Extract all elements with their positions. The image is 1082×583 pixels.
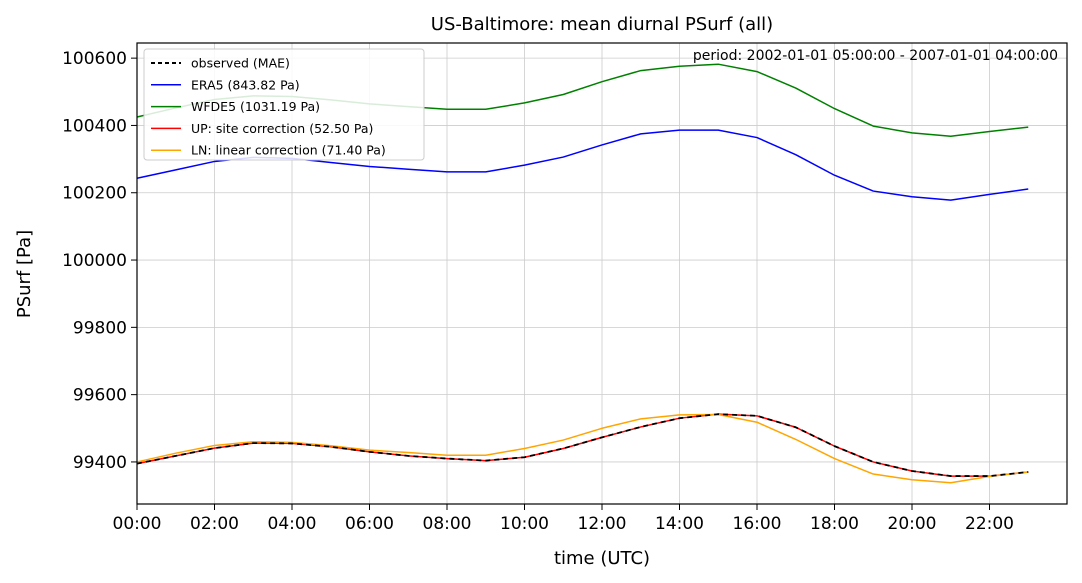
x-tick-label: 12:00 [578,514,627,534]
x-tick-label: 00:00 [113,514,162,534]
legend-entry-label: ERA5 (843.82 Pa) [191,77,300,92]
x-tick-label: 08:00 [423,514,472,534]
legend-entry-label: UP: site correction (52.50 Pa) [191,121,373,136]
y-tick-label: 99600 [73,386,127,406]
series-line-3 [136,413,1029,484]
x-tick-label: 06:00 [345,514,394,534]
y-tick-label: 99400 [73,453,127,473]
y-tick-label: 100600 [62,49,127,69]
x-tick-label: 22:00 [965,514,1014,534]
x-tick-label: 20:00 [888,514,937,534]
period-annotation: period: 2002-01-01 05:00:00 - 2007-01-01… [693,48,1058,64]
legend-entry-label: observed (MAE) [191,56,290,71]
legend-entry-label: WFDE5 (1031.19 Pa) [191,99,320,114]
y-tick-label: 100200 [62,184,127,204]
x-tick-label: 04:00 [268,514,317,534]
x-axis-ticks: 00:00 02:00 04:00 06:00 08:00 10:00 12:00 14:00… [113,504,1014,534]
x-tick-label: 16:00 [733,514,782,534]
y-axis-label: PSurf [Pa] [14,230,35,318]
x-tick-label: 18:00 [810,514,859,534]
legend: observed (MAE) ERA5 (843.82 Pa) WFDE5 (103… [143,48,425,161]
y-tick-label: 99800 [73,318,127,338]
legend-box [143,48,425,161]
y-tick-label: 100400 [62,116,127,136]
series-line-4 [136,413,1029,477]
chart-title: US-Baltimore: mean diurnal PSurf (all) [431,14,773,35]
grid-lines [136,43,1067,504]
y-axis-ticks: 99400 99600 99800 100000 100200 100400 100600 [62,49,137,473]
x-axis-label: time (UTC) [554,548,650,569]
legend-entry-label: LN: linear correction (71.40 Pa) [191,143,386,158]
x-tick-label: 02:00 [190,514,239,534]
x-tick-label: 14:00 [655,514,704,534]
y-tick-label: 100000 [62,251,127,271]
x-tick-label: 10:00 [500,514,549,534]
